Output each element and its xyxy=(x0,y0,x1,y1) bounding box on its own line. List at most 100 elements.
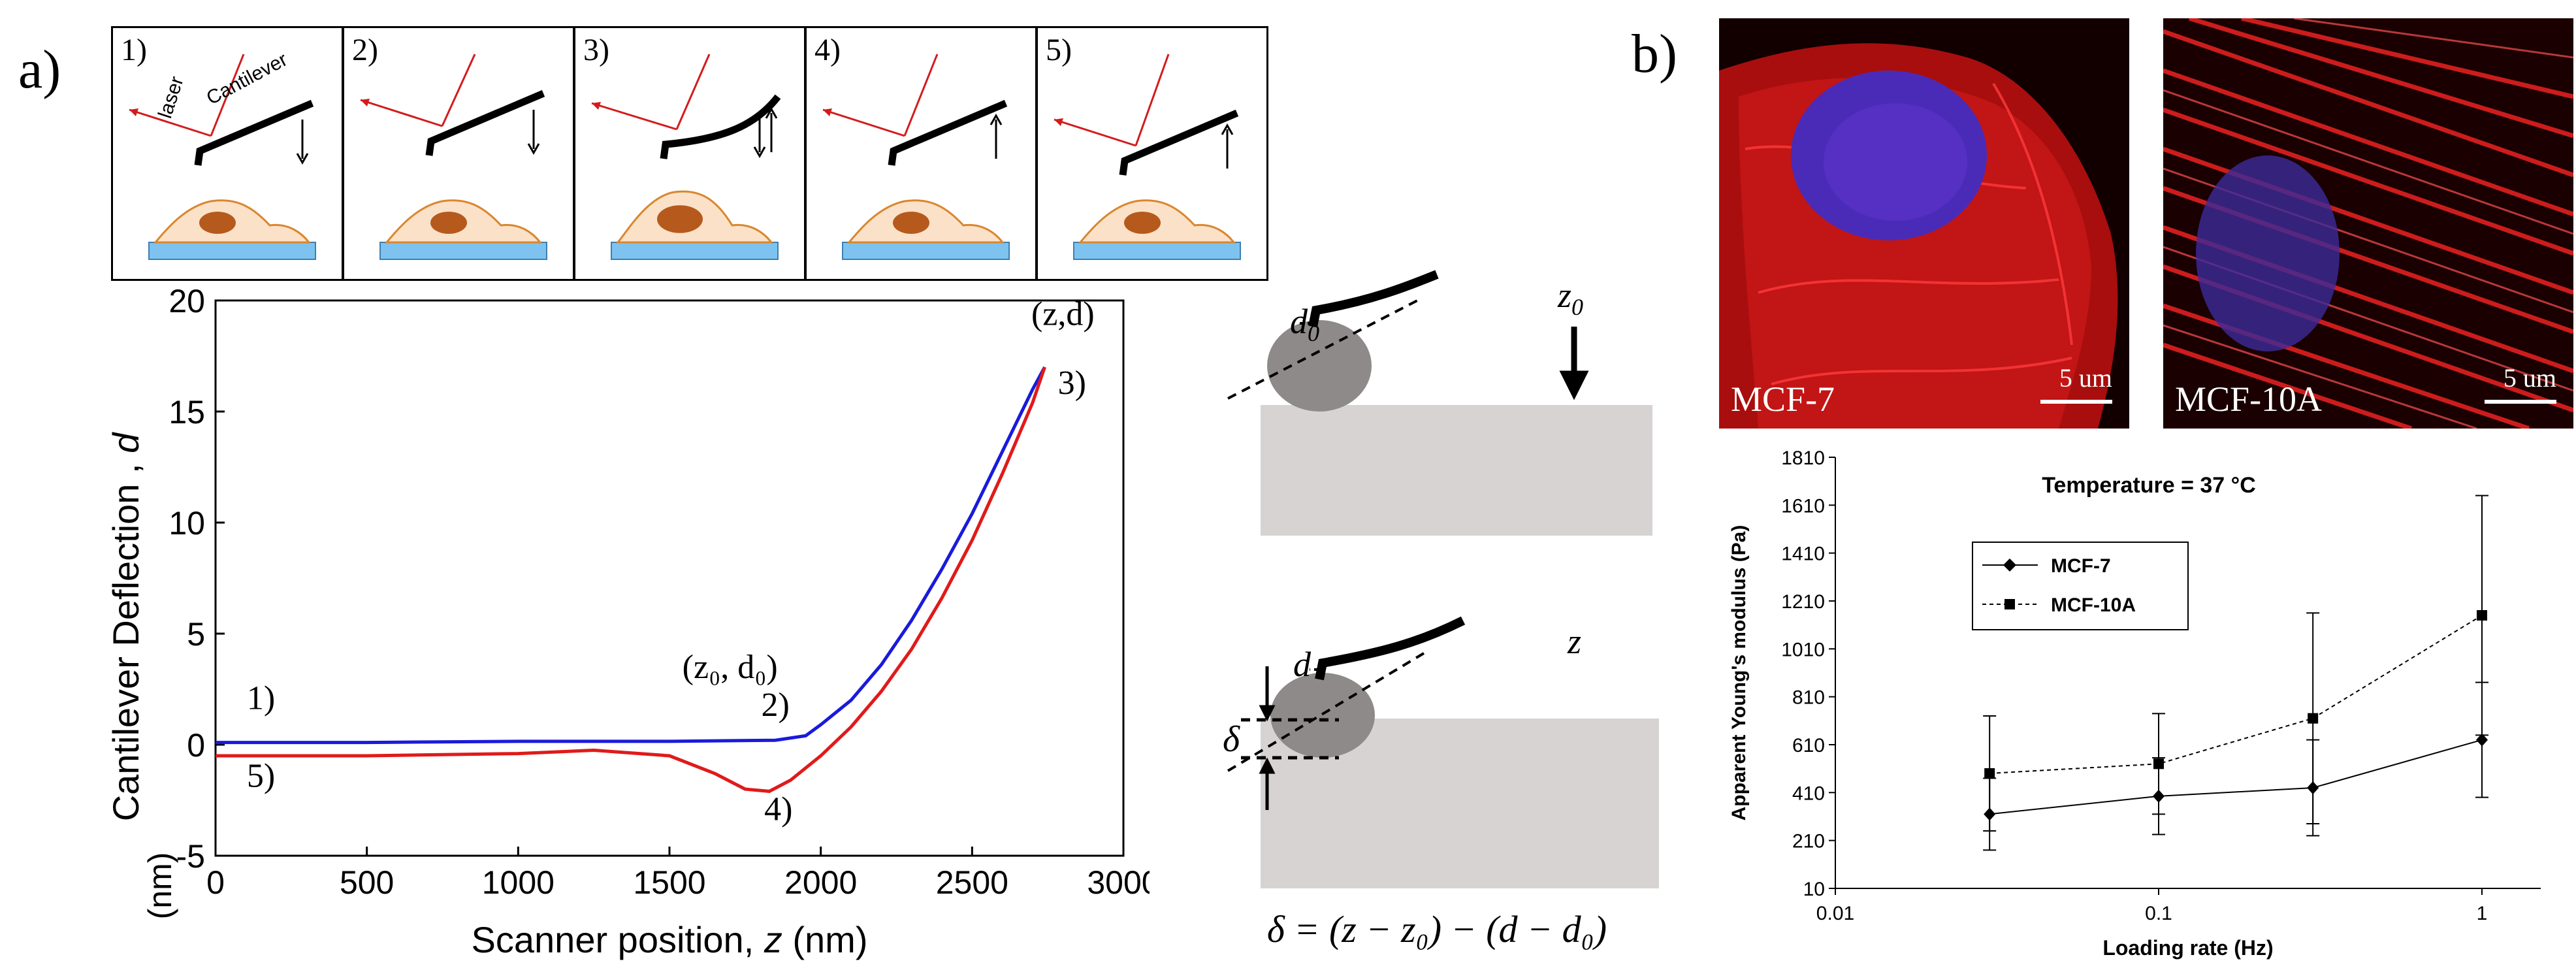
y-tick-label: 1210 xyxy=(1781,591,1825,613)
reflected-beam xyxy=(591,102,677,131)
cantilever xyxy=(888,99,1008,166)
y-tick-label: 5 xyxy=(187,616,205,653)
y-tick-label: 1810 xyxy=(1781,447,1825,469)
z0-label: z0 xyxy=(1557,276,1583,320)
legend-box xyxy=(1972,542,2189,630)
step-number: 3) xyxy=(583,33,609,67)
y-tick-label: 10 xyxy=(169,505,205,542)
scale-text-mcf10a: 5 um xyxy=(2503,363,2556,393)
y-tick-label: 20 xyxy=(169,287,205,319)
micrograph-mcf7-label: MCF-7 xyxy=(1731,380,1835,419)
y-axis-unit: (nm) xyxy=(142,852,178,920)
mcf-10a-point xyxy=(2477,610,2487,621)
y-tick-label: 1010 xyxy=(1781,639,1825,660)
step-illustration xyxy=(822,54,1010,260)
up-arrow-icon xyxy=(1221,123,1234,135)
curve-annotation: 4) xyxy=(764,791,792,828)
x-tick-label: 0.1 xyxy=(2145,903,2172,924)
substrate xyxy=(611,242,779,260)
reflected-beam xyxy=(129,108,212,137)
d-label: d xyxy=(1293,645,1312,684)
curve-annotation: 2) xyxy=(762,687,790,724)
chart-b-x-label: Loading rate (Hz) xyxy=(2102,936,2273,960)
cantilever-top xyxy=(1308,270,1439,328)
substrate xyxy=(1073,242,1241,260)
y-tick-label: 1610 xyxy=(1781,495,1825,517)
y-tick-label: 410 xyxy=(1792,783,1825,804)
up-arrow-icon xyxy=(765,106,778,119)
indentation-diagram: d0 z0 d z δ δ = (z − z₀) − (d − d₀) xyxy=(1223,270,1659,950)
step-number: 4) xyxy=(814,33,841,67)
laser-beam xyxy=(675,54,711,130)
nucleus xyxy=(657,205,703,233)
legend-mcf10a-label: MCF-10A xyxy=(2051,594,2136,616)
x-tick-label: 0 xyxy=(206,864,225,901)
micrograph-mcf7: MCF-7 5 um xyxy=(1719,18,2129,429)
step-panel-2: 2) xyxy=(342,26,575,281)
mcf-10a-point xyxy=(2153,758,2164,770)
nucleus xyxy=(430,212,467,234)
mcf-10a-point xyxy=(2308,713,2319,724)
youngs-modulus-chart: Temperature = 37 °C 10210410610810101012… xyxy=(1728,447,2541,960)
step-panel-3: 3) xyxy=(573,26,806,281)
x-tick-label: 3000 xyxy=(1087,864,1150,901)
chart-b-title: Temperature = 37 °C xyxy=(2042,473,2256,498)
plot-area xyxy=(214,299,1125,857)
legend-mcf7-marker xyxy=(2003,559,2016,572)
indentation-equation: δ = (z − z₀) − (d − d₀) xyxy=(1267,908,1607,950)
down-arrow-icon xyxy=(296,153,309,165)
substrate xyxy=(379,242,547,260)
step-panel-1: 1) laser Cantilever xyxy=(111,26,344,281)
cantilever xyxy=(425,89,545,156)
undeflected-line-bottom xyxy=(1227,652,1425,772)
reflected-beam xyxy=(1054,118,1136,147)
y-tick-label: 610 xyxy=(1792,735,1825,756)
curve-annotation: (z₀, d₀) xyxy=(683,649,778,686)
approach-curve xyxy=(216,366,1046,745)
step-panel-4: 4) xyxy=(805,26,1037,281)
reflected-beam xyxy=(822,108,905,137)
x-axis-label: Scanner position, z (nm) xyxy=(472,919,868,960)
step-illustration: laser Cantilever xyxy=(129,49,316,260)
chart-b-y-label: Apparent Young's modulus (Pa) xyxy=(1728,525,1750,821)
legend-mcf7-label: MCF-7 xyxy=(2051,555,2111,577)
scale-bar-mcf10a xyxy=(2485,400,2556,404)
nucleus xyxy=(199,212,236,234)
x-tick-label: 1 xyxy=(2477,903,2488,924)
scale-text-mcf7: 5 um xyxy=(2059,363,2112,393)
down-arrow-icon xyxy=(527,143,540,155)
nucleus xyxy=(893,212,929,234)
laser-beam xyxy=(210,54,245,137)
y-axis-label: Cantilever Deflection , d xyxy=(105,432,146,821)
substrate xyxy=(148,242,316,260)
laser-beam xyxy=(903,54,939,137)
nucleus xyxy=(1124,212,1161,234)
reflected-beam xyxy=(360,99,443,127)
x-tick-label: 2000 xyxy=(784,864,857,901)
y-tick-label: 0 xyxy=(187,727,205,764)
curve-annotation: 1) xyxy=(247,680,275,717)
retract-curve xyxy=(216,366,1046,793)
legend-mcf10a-marker xyxy=(2004,599,2015,609)
laser-beam xyxy=(441,54,476,127)
step-illustration xyxy=(1054,54,1241,260)
z-label: z xyxy=(1567,622,1581,661)
mcf-10a-point xyxy=(1984,768,1995,779)
substrate-top xyxy=(1261,405,1652,536)
y-tick-label: 1410 xyxy=(1781,543,1825,565)
y-tick-label: 10 xyxy=(1803,879,1825,900)
undeflected-line-top xyxy=(1227,299,1418,400)
curve-annotation: 3) xyxy=(1058,364,1086,402)
step-panel-5: 5) xyxy=(1036,26,1268,281)
cantilever-label: Cantilever xyxy=(203,49,291,110)
panel-b-label: b) xyxy=(1632,24,1677,84)
x-tick-label: 1000 xyxy=(482,864,555,901)
down-arrow-icon xyxy=(753,146,766,159)
laser-beam xyxy=(1135,54,1170,146)
scale-bar-mcf7 xyxy=(2040,400,2112,404)
d0-label: d0 xyxy=(1290,302,1319,346)
x-tick-label: 500 xyxy=(340,864,394,901)
cantilever xyxy=(660,94,781,159)
y-tick-label: 210 xyxy=(1792,831,1825,852)
x-tick-label: 2500 xyxy=(936,864,1008,901)
